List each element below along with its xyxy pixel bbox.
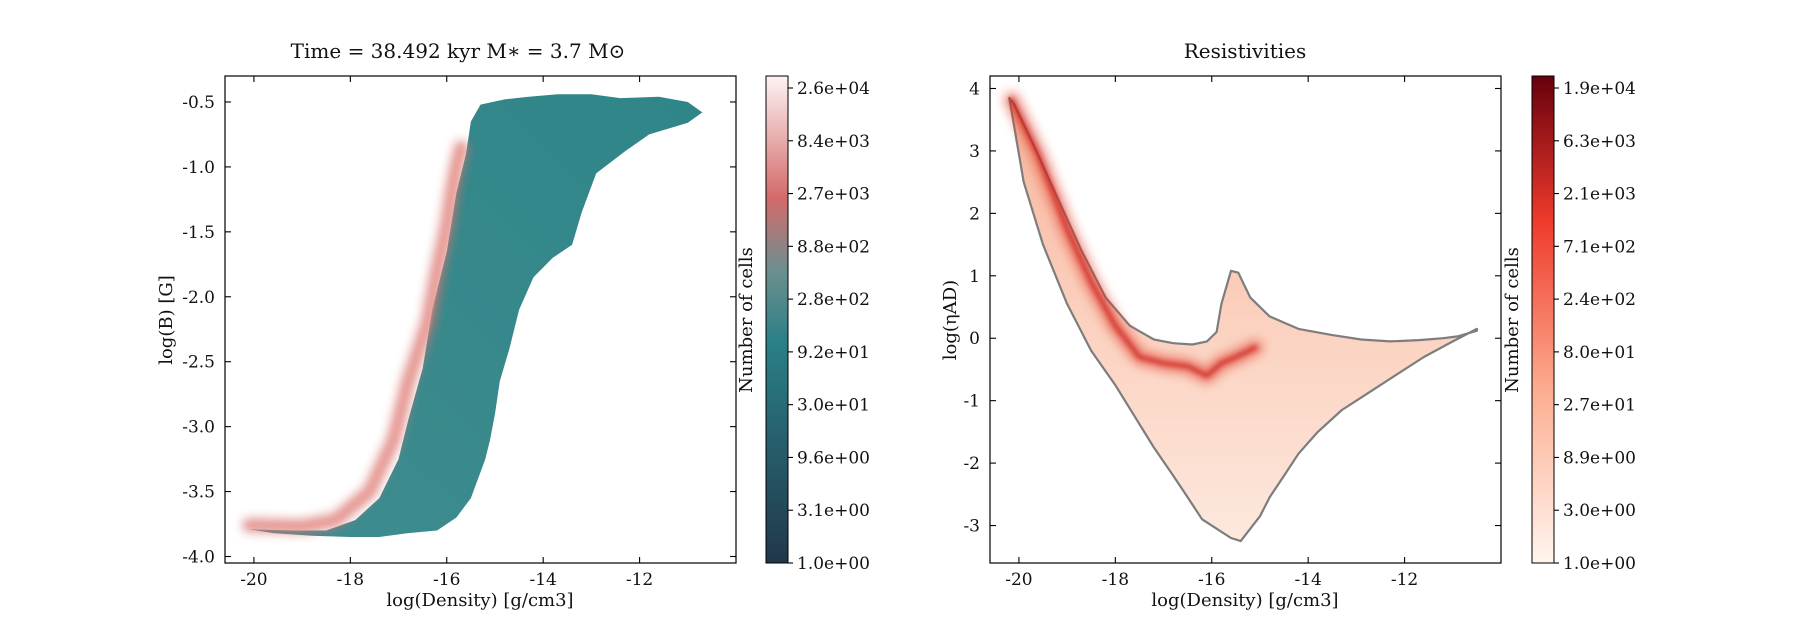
x-tick-label: -14	[529, 570, 556, 590]
colorbar-tick-label: 2.7e+03	[797, 185, 870, 205]
panel-title: Resistivities	[1184, 39, 1306, 63]
axes-frame	[989, 75, 1502, 564]
y-tick-label: -1	[963, 392, 980, 412]
colorbar: 1.0e+00 3.1e+00 9.6e+00 3.0e+01 9.2e+01 2.8e+…	[736, 75, 870, 574]
y-tick-label: -3	[963, 517, 980, 537]
density-ridge-core	[1009, 97, 1258, 379]
colorbar-tick-label: 8.9e+00	[1563, 448, 1636, 468]
y-tick-label: -3.0	[182, 418, 215, 438]
y-tick-label: 0	[969, 329, 980, 349]
x-tick-label: -14	[1294, 570, 1321, 590]
resistivity-panel: Resistivities -20 -18 -16 -14 -12 -3 -2 -1 0 1 2 3…	[940, 39, 1636, 611]
plot-area	[989, 75, 1502, 564]
axes-frame	[224, 75, 737, 564]
y-tick-label: -3.5	[182, 483, 215, 503]
y-tick-label: -0.5	[182, 93, 215, 113]
x-axis: -20 -18 -16 -14 -12	[1005, 76, 1418, 590]
y-axis: -3 -2 -1 0 1 2 3 4	[963, 79, 1501, 537]
x-tick-label: -18	[337, 570, 364, 590]
colorbar-tick-label: 2.6e+04	[797, 79, 870, 99]
plot-area	[224, 75, 737, 564]
colorbar: 1.0e+00 3.0e+00 8.9e+00 2.7e+01 8.0e+01 2.4e+…	[1502, 75, 1636, 574]
x-tick-label: -12	[626, 570, 653, 590]
colorbar-tick-label: 2.7e+01	[1563, 396, 1636, 416]
cell-density-region	[1008, 96, 1478, 543]
colorbar-tick-label: 3.0e+01	[797, 396, 870, 416]
colorbar-label: Number of cells	[736, 247, 757, 393]
x-tick-label: -20	[240, 570, 267, 590]
x-tick-label: -12	[1391, 570, 1418, 590]
density-ridge-core	[247, 145, 464, 529]
colorbar-tick-label: 1.0e+00	[797, 554, 870, 574]
y-tick-label: -1.0	[182, 158, 215, 178]
panel-title: Time = 38.492 kyr M∗ = 3.7 M⊙	[291, 39, 626, 63]
colorbar-tick-label: 8.0e+01	[1563, 343, 1636, 363]
y-axis-label: log(B) [G]	[156, 275, 177, 365]
colorbar-tick-label: 8.4e+03	[797, 132, 870, 152]
colorbar-tick-label: 8.8e+02	[797, 237, 870, 257]
y-axis-label: log(ηAD)	[940, 280, 961, 360]
x-axis-label: log(Density) [g/cm3]	[1151, 590, 1338, 611]
y-tick-label: -1.5	[182, 223, 215, 243]
density-b-panel: Time = 38.492 kyr M∗ = 3.7 M⊙ -20 -18 -16-…	[156, 39, 870, 611]
colorbar-tick-label: 9.6e+00	[797, 448, 870, 468]
colorbar-tick-label: 3.0e+00	[1563, 501, 1636, 521]
colorbar-tick-label: 6.3e+03	[1563, 132, 1636, 152]
y-tick-label: 3	[969, 142, 980, 162]
colorbar-tick-label: 1.9e+04	[1563, 79, 1636, 99]
cell-density-region	[249, 94, 703, 537]
colorbar-tick-label: 2.4e+02	[1563, 290, 1636, 310]
y-tick-label: -2.0	[182, 288, 215, 308]
y-axis: -4.0 -3.5 -3.0 -2.5 -2.0 -1.5 -1.0 -0.5	[182, 93, 736, 568]
x-tick-label: -20	[1005, 570, 1032, 590]
y-tick-label: -2	[963, 454, 980, 474]
colorbar-tick-label: 2.1e+03	[1563, 185, 1636, 205]
colorbar-gradient	[765, 75, 789, 564]
colorbar-ticks: 1.0e+00 3.1e+00 9.6e+00 3.0e+01 9.2e+01 2.8e+…	[788, 79, 870, 574]
colorbar-gradient	[1531, 75, 1555, 564]
colorbar-tick-label: 2.8e+02	[797, 290, 870, 310]
colorbar-tick-label: 9.2e+01	[797, 343, 870, 363]
colorbar-label: Number of cells	[1502, 247, 1523, 393]
y-tick-label: -4.0	[182, 548, 215, 568]
y-tick-label: 1	[969, 267, 980, 287]
colorbar-ticks: 1.0e+00 3.0e+00 8.9e+00 2.7e+01 8.0e+01 2.4e+…	[1554, 79, 1636, 574]
x-axis: -20 -18 -16 -14 -12	[240, 76, 653, 590]
y-tick-label: -2.5	[182, 353, 215, 373]
x-tick-label: -18	[1102, 570, 1129, 590]
colorbar-tick-label: 3.1e+00	[797, 501, 870, 521]
x-axis-label: log(Density) [g/cm3]	[386, 590, 573, 611]
x-tick-label: -16	[1198, 570, 1225, 590]
y-tick-label: 2	[969, 204, 980, 224]
y-tick-label: 4	[969, 79, 980, 99]
x-tick-label: -16	[433, 570, 460, 590]
colorbar-tick-label: 1.0e+00	[1563, 554, 1636, 574]
colorbar-tick-label: 7.1e+02	[1563, 237, 1636, 257]
